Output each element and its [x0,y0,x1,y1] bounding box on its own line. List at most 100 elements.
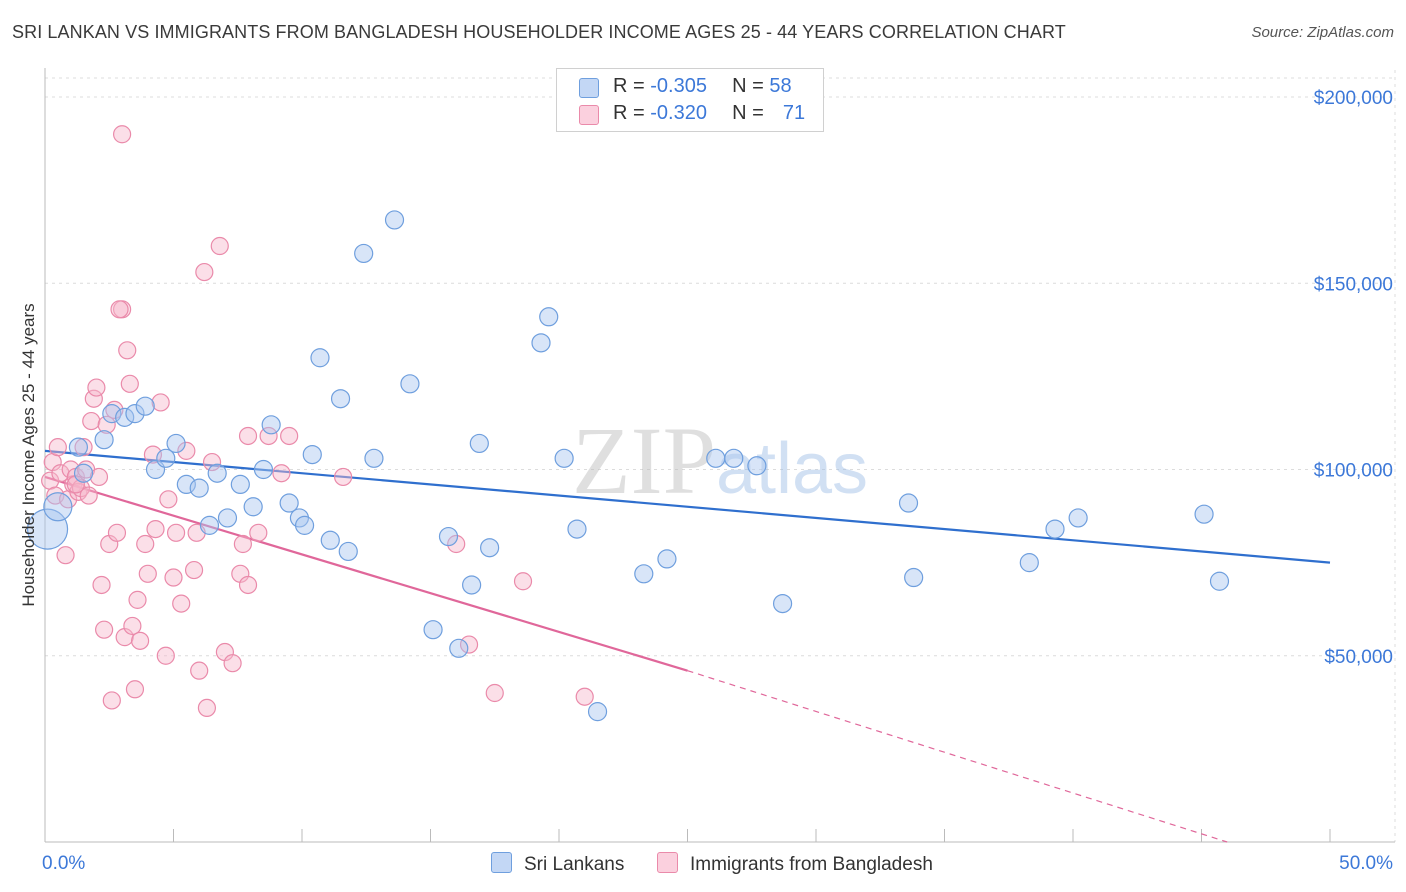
point-sri-lankans [73,463,94,483]
n-value: 58 [769,75,792,97]
n-label: N = [732,75,764,97]
point-sri-lankans [156,448,176,468]
point-bangladesh [105,400,124,419]
point-bangladesh [280,426,299,446]
point-bangladesh [102,691,121,710]
point-bangladesh [92,575,111,595]
point-sri-lankans [230,474,250,494]
point-bangladesh [210,236,229,256]
point-sri-lankans [253,459,274,480]
point-sri-lankans [217,508,238,528]
point-sri-lankans [189,478,209,498]
point-bangladesh [48,438,67,457]
point-sri-lankans [567,519,587,539]
r-value: -0.305 [650,75,707,97]
point-sri-lankans [438,526,459,547]
point-sri-lankans [657,549,677,569]
point-bangladesh [159,490,178,509]
point-sri-lankans [302,445,322,465]
point-sri-lankans [207,463,227,483]
point-sri-lankans [1068,508,1088,528]
point-bangladesh [97,415,116,434]
n-value: 71 [782,102,806,124]
point-sri-lankans [554,448,574,468]
tick-labels: $50,000 $100,000 $150,000 $200,000 0.0% 50.0% [42,88,1393,874]
point-sri-lankans [1194,504,1214,524]
point-bangladesh [84,389,103,408]
point-sri-lankans [469,433,489,454]
point-sri-lankans [166,433,186,454]
point-sri-lankans [338,541,358,562]
point-bangladesh [56,546,75,565]
point-sri-lankans [1045,519,1065,539]
point-bangladesh [146,519,165,539]
point-sri-lankans [1019,553,1039,573]
point-sri-lankans [125,404,145,424]
series-sri-lankans-points [26,210,1230,722]
point-bangladesh [110,300,129,319]
point-bangladesh [164,568,183,587]
point-bangladesh [202,452,222,472]
point-sri-lankans [364,448,384,468]
point-bangladesh [51,464,70,483]
pink-swatch [657,852,678,873]
point-bangladesh [184,560,204,580]
trendline-bangladesh-extension [687,670,1228,843]
chart-title: SRI LANKAN VS IMMIGRANTS FROM BANGLADESH… [12,22,1066,42]
point-bangladesh [123,616,142,636]
x-tick-label: 0.0% [42,853,85,874]
y-tick-label: $50,000 [1324,647,1393,668]
blue-swatch [491,852,512,873]
point-bangladesh [82,411,101,431]
point-bangladesh [107,523,127,542]
axes [44,68,1395,843]
point-bangladesh [87,378,106,397]
point-sri-lankans [354,243,374,264]
point-sri-lankans [135,396,155,416]
watermark: ZIPatlas [572,407,868,514]
point-bangladesh [89,467,109,487]
point-bangladesh [166,523,186,542]
point-bangladesh [249,523,268,542]
correlation-legend: R = -0.305 N = 58 R = -0.320 N = 71 [556,68,824,132]
point-sri-lankans [634,564,654,584]
point-bangladesh [233,534,252,554]
point-sri-lankans [904,567,924,588]
point-sri-lankans [772,593,793,614]
point-bangladesh [459,635,479,654]
point-bangladesh [259,426,278,446]
point-bangladesh [190,661,209,680]
trendline-bangladesh [44,475,688,672]
point-bangladesh [223,654,242,673]
point-bangladesh [238,426,258,446]
point-bangladesh [95,620,114,639]
y-tick-label: $100,000 [1314,461,1393,482]
point-bangladesh [138,564,157,583]
y-tick-label: $200,000 [1314,88,1393,109]
blue-swatch [579,78,599,98]
point-sri-lankans [1209,571,1230,591]
point-bangladesh [130,631,150,650]
r-value: -0.320 [650,102,707,124]
point-bangladesh [156,646,175,665]
point-sri-lankans [294,515,315,535]
point-bangladesh [136,534,155,554]
r-label: R = [613,102,645,124]
point-bangladesh [79,486,98,505]
point-bangladesh [513,572,533,591]
point-bangladesh [334,467,353,487]
point-bangladesh [66,475,85,494]
point-sri-lankans [94,430,114,450]
legend-item-bangladesh: Immigrants from Bangladesh [657,852,933,876]
point-sri-lankans [724,448,744,468]
point-bangladesh [238,575,258,595]
point-sri-lankans [320,530,340,550]
trendline-sri-lankans [44,449,1331,564]
point-sri-lankans [747,456,767,476]
point-sri-lankans [462,575,482,595]
point-bangladesh [128,590,147,609]
point-sri-lankans [243,497,263,517]
point-sri-lankans [384,210,405,230]
point-sri-lankans [531,333,551,353]
